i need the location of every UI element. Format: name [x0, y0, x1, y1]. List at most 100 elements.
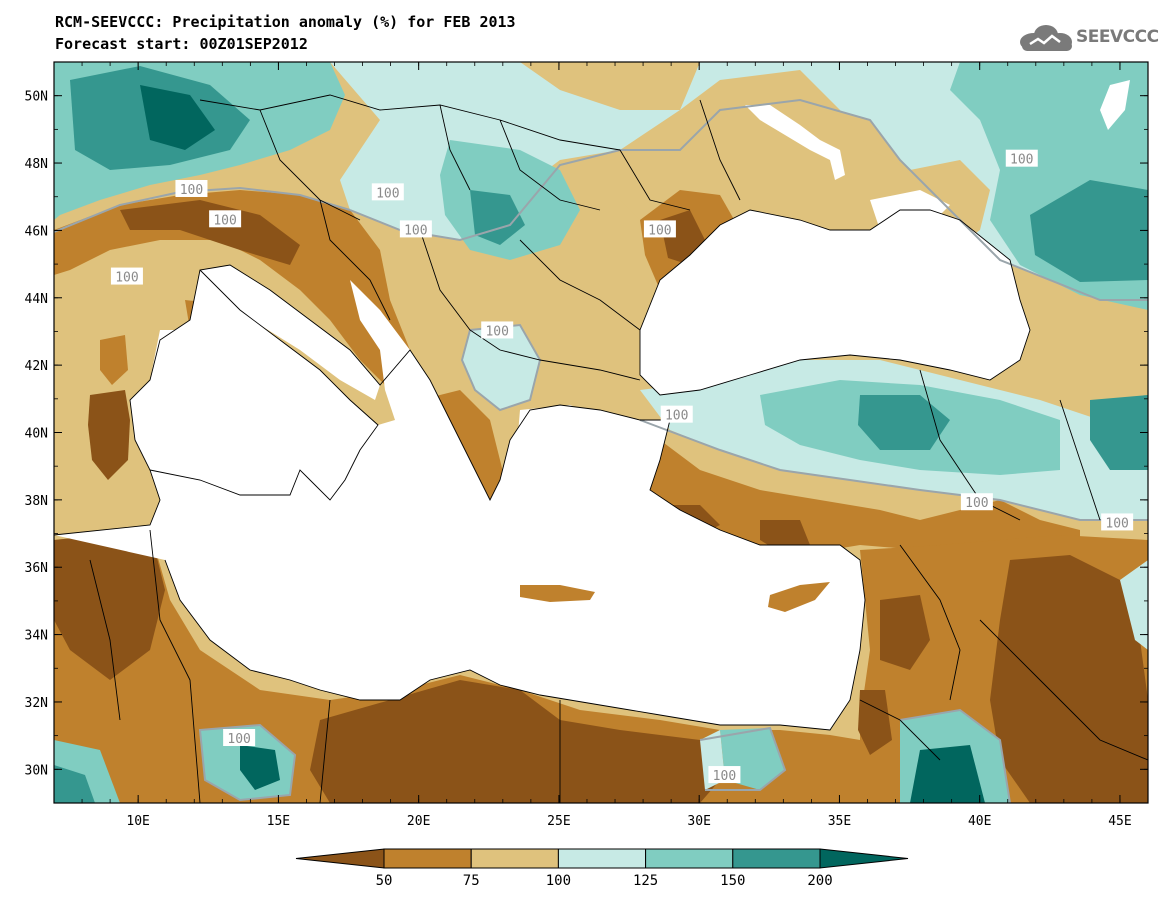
contour-label-bg: [399, 220, 432, 238]
contour-100-north: [349, 98, 1148, 301]
field-wet-arabia-light: [1120, 560, 1148, 650]
field-wet-north-west-max: [140, 85, 215, 150]
contour-label-bg: [708, 766, 741, 784]
contour-label: 100: [213, 213, 236, 228]
contour-label-bg: [481, 321, 514, 339]
contour-lines-100: [54, 98, 1148, 803]
contour-label: 100: [665, 409, 688, 424]
lat-tick-label: 32N: [25, 696, 48, 711]
contour-label: 100: [227, 732, 250, 747]
colorbar-level-label: 200: [807, 873, 832, 889]
contour-label-bg: [371, 183, 404, 201]
colorbar-box: [383, 848, 472, 869]
contour-label: 100: [376, 186, 399, 201]
contour-label: 100: [180, 183, 203, 198]
lake-dnieper: [745, 105, 845, 180]
sea-aegean: [515, 405, 620, 560]
contour-label-bg: [660, 405, 693, 423]
field-wet-thrace: [462, 325, 540, 410]
lat-tick-label: 40N: [25, 427, 48, 442]
lat-tick-label: 42N: [25, 359, 48, 374]
logo-text: SEEVCCC: [1076, 27, 1159, 47]
colorbar-level-label: 100: [546, 873, 571, 889]
lat-tick-label: 36N: [25, 561, 48, 576]
colorbar-box: [557, 848, 647, 869]
contour-100-arabia: [899, 708, 1011, 803]
lat-tick-label: 34N: [25, 629, 48, 644]
colorbar-upper-extend: [819, 848, 909, 869]
border-lines: [89, 94, 1148, 803]
contour-label-bg: [960, 493, 993, 511]
contour-100-libya: [198, 723, 297, 802]
lat-tick-label: 44N: [25, 292, 48, 307]
contour-label: 100: [1105, 516, 1128, 531]
coastline-italy: [149, 269, 379, 501]
lon-tick-label: 40E: [968, 814, 991, 829]
field-wet-libya-core: [240, 745, 280, 790]
field-wet-north-light: [330, 62, 1148, 300]
field-dry-sardinia: [88, 390, 130, 480]
field-dry-alps: [54, 190, 480, 520]
contour-label: 100: [115, 271, 138, 286]
coastline-black-sea: [639, 209, 1031, 396]
field-wet-central-core: [470, 190, 525, 245]
contour-label-bg: [209, 210, 242, 228]
field-dry-middle-east-core: [990, 555, 1148, 803]
field-dry-corsica: [100, 335, 128, 385]
island-crete: [520, 585, 595, 602]
borders-coastlines: [54, 94, 1148, 803]
colorbar-box: [645, 848, 734, 869]
lon-tick-label: 35E: [828, 814, 851, 829]
colorbar-lower-extend: [295, 848, 385, 869]
colorbar: 50 75 100 125 150 200: [295, 848, 909, 889]
field-wet-north-east-core: [1030, 180, 1148, 282]
contour-label-bg: [1101, 513, 1134, 531]
sea-black: [640, 210, 1030, 395]
lon-tick-label: 15E: [267, 814, 290, 829]
contour-label-bg: [110, 267, 143, 285]
colorbar-level-label: 150: [720, 873, 745, 889]
contour-label: 100: [404, 223, 427, 238]
colorbar-box: [732, 848, 821, 869]
field-dry-levant-core: [880, 595, 930, 670]
contour-100-egypt: [699, 726, 787, 791]
contour-label-bg: [223, 729, 256, 747]
latitude-axis: 30N 32N 34N 36N 38N 40N 42N 44N 46N 48N 50N: [25, 61, 1148, 804]
lon-tick-label: 45E: [1108, 814, 1131, 829]
contour-label-bg: [175, 179, 208, 197]
field-dry-south-turkey-core-2: [760, 520, 810, 552]
contour-label: 100: [713, 769, 736, 784]
field-dry-south-turkey: [610, 420, 1080, 560]
colorbar-box: [470, 848, 559, 869]
contour-labels: 100 100 100 100 100 100 100 100 100 100 100 100 100: [110, 149, 1134, 784]
contour-label-bg: [1005, 149, 1038, 167]
lat-tick-label: 50N: [25, 90, 48, 105]
longitude-axis: 10E 15E 20E 25E 30E 35E 40E 45E: [53, 62, 1149, 829]
lat-tick-label: 38N: [25, 494, 48, 509]
contour-100-thrace: [460, 323, 542, 412]
contour-label: 100: [648, 223, 671, 238]
field-dry-north-africa-core-w: [54, 530, 165, 680]
map-subtitle: Forecast start: 00Z01SEP2012: [55, 35, 308, 53]
map-title: RCM-SEEVCCC: Precipitation anomaly (%) f…: [55, 13, 516, 31]
colorbar-level-label: 125: [633, 873, 658, 889]
colorbar-level-label: 75: [463, 873, 480, 889]
contour-label-bg: [643, 220, 676, 238]
sea-tyrrhenian-gap: [140, 330, 310, 495]
lake-don: [1100, 80, 1130, 130]
lon-tick-label: 20E: [407, 814, 430, 829]
field-dry-levant-core-2: [858, 690, 892, 755]
field-wet-arabia-core: [910, 745, 985, 803]
colorbar-level-label: 50: [376, 873, 393, 889]
sea-adriatic: [200, 265, 380, 400]
field-dry-libya-core: [310, 680, 720, 803]
contour-100-turkey: [639, 419, 1148, 521]
lat-tick-label: 48N: [25, 157, 48, 172]
contour-100-alps: [54, 186, 351, 233]
lat-tick-label: 30N: [25, 763, 48, 778]
lat-tick-label: 46N: [25, 224, 48, 239]
field-wet-anatolia-core: [858, 395, 950, 450]
island-cyprus: [768, 582, 830, 612]
map-fields: [54, 62, 1148, 803]
